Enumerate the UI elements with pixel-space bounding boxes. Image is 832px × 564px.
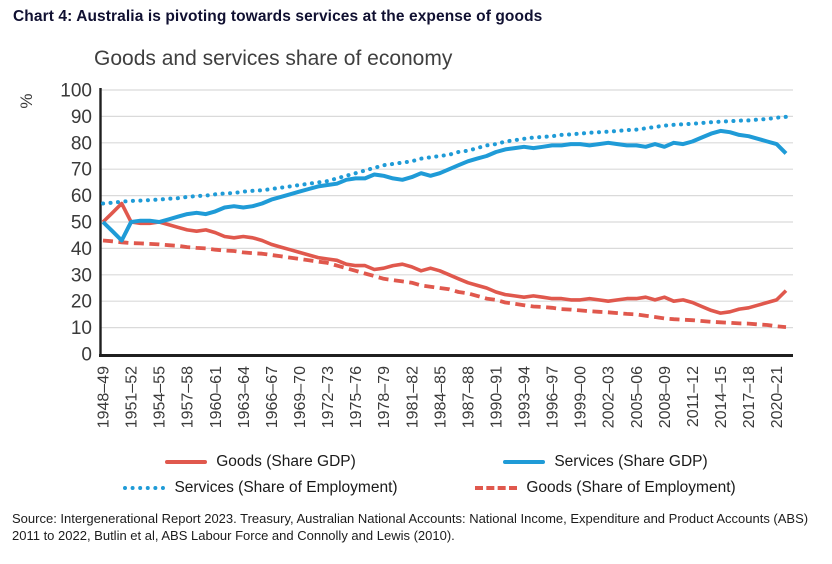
x-tick-label: 1948–49 <box>96 366 113 428</box>
legend-label-services-gdp: Services (Share GDP) <box>554 453 708 470</box>
y-tick-label: 50 <box>71 213 92 234</box>
y-tick-label: 20 <box>71 292 92 313</box>
x-tick-label: 1978–79 <box>376 366 393 428</box>
x-tick-label: 1960–61 <box>208 366 225 428</box>
y-tick-label: 100 <box>60 81 92 102</box>
legend-label-goods-employment: Goods (Share of Employment) <box>526 479 736 496</box>
source-note: Source: Intergenerational Report 2023. T… <box>12 511 809 544</box>
x-tick-label: 2008–09 <box>657 366 674 428</box>
x-tick-label: 1990–91 <box>488 366 505 428</box>
services-employment-line-swatch <box>123 486 166 490</box>
x-tick-label: 1972–73 <box>320 366 337 428</box>
series-line-goods-share-of-employment- <box>102 238 787 329</box>
legend-item-services-employment: Services (Share of Employment) <box>123 479 398 497</box>
x-tick-label: 1963–64 <box>236 366 253 428</box>
x-tick-label: 2017–18 <box>741 366 758 428</box>
x-tick-label: 2011–12 <box>685 366 702 427</box>
x-tick-label: 2020–21 <box>769 366 786 428</box>
x-tick-label: 2014–15 <box>713 366 730 428</box>
goods-employment-line-swatch <box>475 486 518 490</box>
y-tick-label: 30 <box>71 265 92 286</box>
x-tick-label: 1951–52 <box>124 366 141 428</box>
goods-gdp-line-swatch <box>165 459 208 465</box>
y-tick-label: 10 <box>71 318 92 339</box>
page-title: Chart 4: Australia is pivoting towards s… <box>13 8 543 25</box>
y-tick-label: 90 <box>71 107 92 128</box>
y-tick-label: 80 <box>71 133 92 154</box>
chart-legend: Goods (Share GDP) Services (Share GDP) S… <box>88 449 778 501</box>
series-line-services-share-gdp- <box>101 128 788 243</box>
services-gdp-line-swatch <box>503 459 546 465</box>
x-tick-label: 1954–55 <box>152 366 169 428</box>
y-tick-label: 40 <box>71 239 92 260</box>
legend-label-goods-gdp: Goods (Share GDP) <box>216 453 356 470</box>
x-tick-label: 1993–94 <box>517 366 534 428</box>
y-tick-label: 0 <box>81 345 92 366</box>
x-tick-label: 1999–00 <box>573 366 590 428</box>
y-tick-label: 60 <box>71 186 92 207</box>
x-tick-label: 1984–85 <box>432 366 449 428</box>
legend-item-goods-gdp: Goods (Share GDP) <box>165 453 356 471</box>
legend-item-goods-employment: Goods (Share of Employment) <box>475 479 736 497</box>
x-tick-label: 1966–67 <box>264 366 281 428</box>
x-tick-label: 1957–58 <box>180 366 197 428</box>
x-tick-label: 1981–82 <box>404 366 421 428</box>
x-tick-label: 2002–03 <box>601 366 618 428</box>
series-line-services-share-of-employment- <box>101 114 788 206</box>
x-tick-label: 1996–97 <box>545 366 562 428</box>
x-tick-label: 2005–06 <box>629 366 646 428</box>
chart-canvas: 0 10 20 30 40 50 60 70 80 90 100% 1948–49 1951–52 195… <box>17 81 793 428</box>
x-tick-label: 1969–70 <box>292 366 309 428</box>
legend-item-services-gdp: Services (Share GDP) <box>503 453 708 471</box>
series-line-goods-share-gdp- <box>101 201 788 315</box>
x-tick-label: 1987–88 <box>460 366 477 428</box>
x-tick-label: 1975–76 <box>348 366 365 428</box>
chart-title: Goods and services share of economy <box>94 47 453 70</box>
y-tick-label: 70 <box>71 160 92 181</box>
legend-label-services-employment: Services (Share of Employment) <box>174 479 398 496</box>
y-axis-label: % <box>17 93 36 108</box>
